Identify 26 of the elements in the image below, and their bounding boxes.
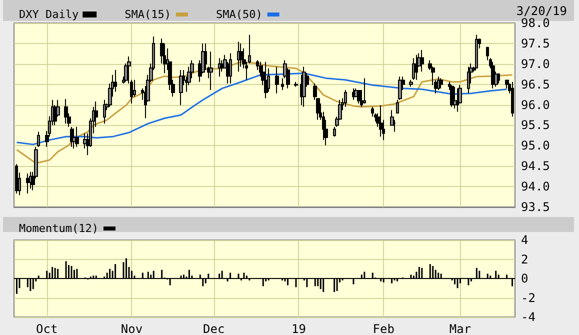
x-tick-label: Nov xyxy=(120,322,143,335)
y-tick-label: 94.0 xyxy=(521,180,550,194)
x-tick-label: Oct xyxy=(36,322,58,335)
y-tick-label: 2 xyxy=(521,252,528,266)
text: 3/20/19 xyxy=(516,4,568,18)
y-tick-label: 96.0 xyxy=(521,98,550,112)
y-tick-label: 93.5 xyxy=(521,200,550,214)
x-tick-label: 19 xyxy=(291,322,306,335)
y-tick-label: -2 xyxy=(521,290,536,305)
legend-label: SMA(15) xyxy=(124,8,171,21)
y-tick-label: 98.0 xyxy=(521,16,550,30)
x-tick-label: Feb xyxy=(372,322,394,335)
x-tick-label: Mar xyxy=(449,322,472,335)
y-tick-label: 97.5 xyxy=(521,36,550,50)
legend-label: SMA(50) xyxy=(216,8,262,21)
y-tick-label: 95.5 xyxy=(521,118,550,132)
y-tick-label: -4 xyxy=(521,310,536,324)
y-tick-label: 0 xyxy=(521,272,528,286)
y-tick-label: 95.0 xyxy=(521,138,550,153)
x-tick-label: Dec xyxy=(203,322,225,335)
legend-label: DXY Daily xyxy=(18,8,79,21)
y-tick-label: 96.5 xyxy=(521,77,550,92)
y-tick-label: 94.5 xyxy=(521,159,550,174)
y-tick-label: 97.0 xyxy=(521,56,550,71)
y-tick-label: 4 xyxy=(521,233,528,247)
legend-label: Momentum(12) xyxy=(18,222,98,235)
